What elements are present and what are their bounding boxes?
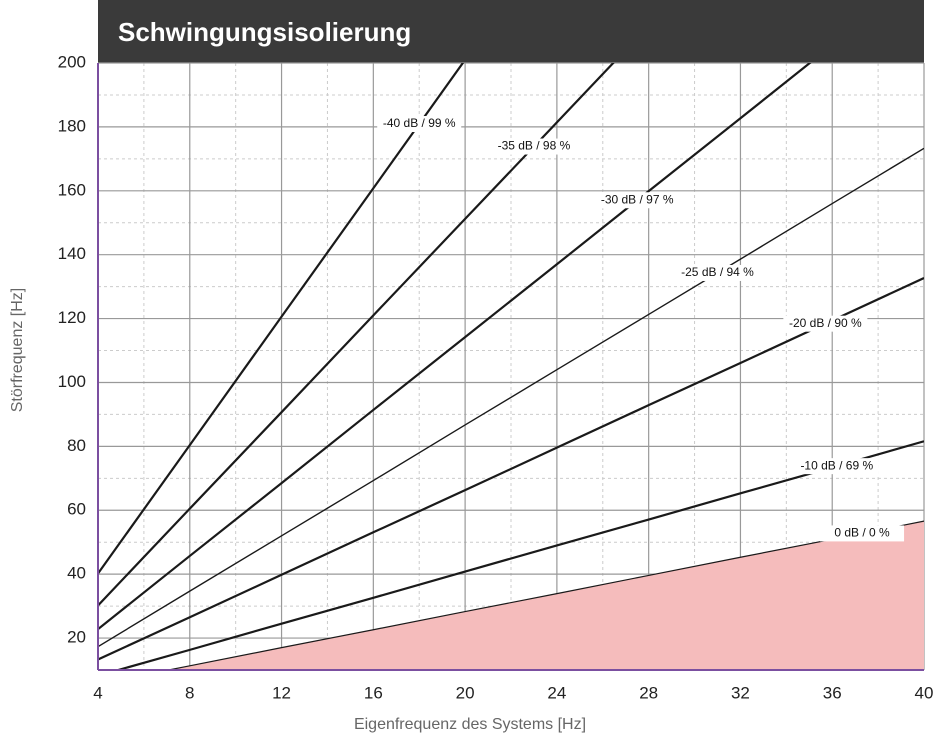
x-tick-label: 20 — [456, 683, 475, 702]
x-tick-label: 32 — [731, 683, 750, 702]
label-background — [595, 192, 680, 209]
series-label: -35 dB / 98 % — [498, 139, 571, 153]
line-series — [98, 63, 615, 607]
line-series — [165, 520, 924, 670]
y-tick-label: 60 — [67, 500, 86, 519]
line-series — [98, 147, 924, 648]
series-label: -25 dB / 94 % — [681, 265, 754, 279]
y-tick-label: 80 — [67, 436, 86, 455]
label-background — [783, 315, 868, 332]
label-background — [491, 138, 576, 155]
x-tick-label: 28 — [639, 683, 658, 702]
y-tick-label: 180 — [58, 116, 86, 135]
x-tick-label: 24 — [547, 683, 566, 702]
series-label: -20 dB / 90 % — [789, 316, 862, 330]
x-tick-label: 36 — [823, 683, 842, 702]
y-tick-label: 40 — [67, 564, 86, 583]
y-tick-label: 140 — [58, 244, 86, 263]
x-axis-label: Eigenfrequenz des Systems [Hz] — [354, 716, 586, 733]
line-series — [98, 277, 924, 661]
line-series — [114, 440, 924, 670]
plot-area — [98, 63, 924, 670]
x-tick-label: 8 — [185, 683, 194, 702]
y-tick-label: 100 — [58, 372, 86, 391]
line-labels: 0 dB / 0 % -10 dB / 69 % -20 dB / 90 % -25 … — [377, 116, 905, 542]
line-series — [98, 63, 812, 630]
y-axis-label: Störfrequenz [Hz] — [9, 288, 26, 413]
series-label: -40 dB / 99 % — [383, 116, 456, 130]
y-tick-label: 160 — [58, 180, 86, 199]
x-tick-label: 16 — [364, 683, 383, 702]
x-tick-label: 4 — [93, 683, 102, 702]
label-background — [820, 525, 905, 542]
label-background — [377, 116, 462, 133]
label-background — [675, 264, 760, 281]
title-bar — [98, 0, 924, 63]
chart-title: Schwingungsisolierung — [118, 17, 411, 47]
label-background — [794, 458, 879, 475]
y-tick-label: 120 — [58, 308, 86, 327]
y-tick-label: 20 — [67, 628, 86, 647]
x-tick-label: 12 — [272, 683, 291, 702]
series-label: 0 dB / 0 % — [834, 526, 890, 540]
line-series — [98, 63, 465, 575]
area-fill — [98, 521, 924, 670]
series-label: -10 dB / 69 % — [800, 458, 873, 472]
y-tick-label: 200 — [58, 52, 86, 71]
x-tick-label: 40 — [915, 683, 934, 702]
series-label: -30 dB / 97 % — [601, 192, 674, 206]
